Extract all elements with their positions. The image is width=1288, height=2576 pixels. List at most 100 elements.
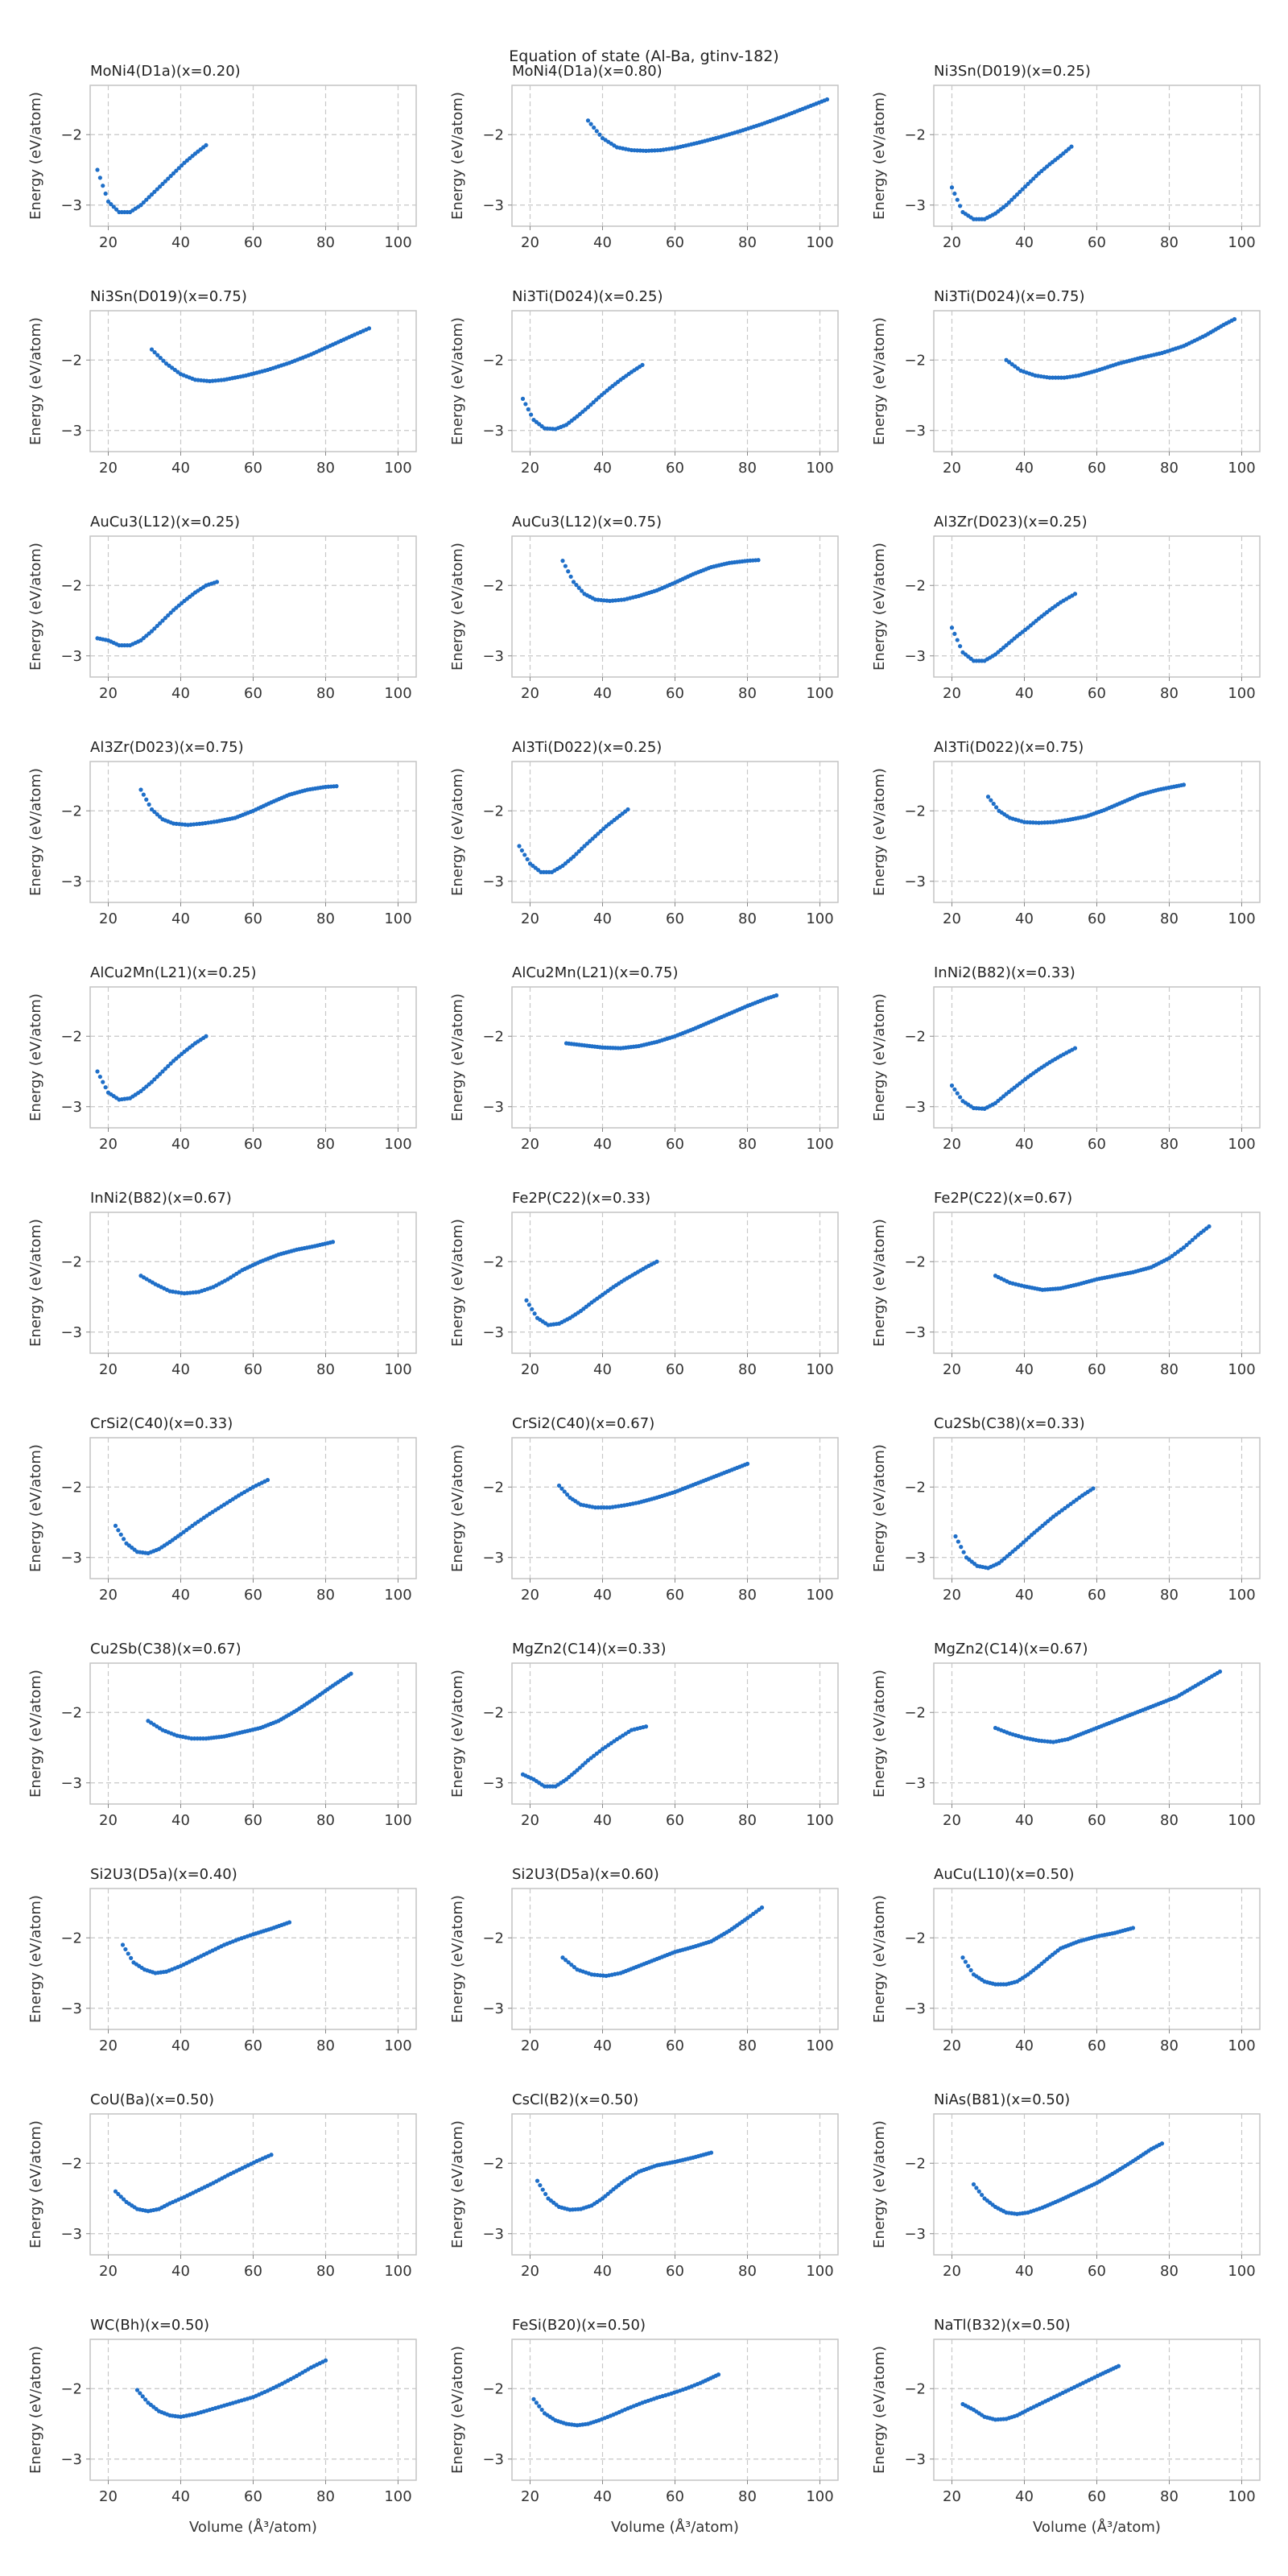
data-point [1175,1249,1180,1254]
x-tick-label: 80 [738,685,757,702]
x-tick-label: 80 [738,1812,757,1829]
x-tick-label: 60 [244,234,262,251]
panel-9: Al3Zr(D023)(x=0.75) 20 40 60 80 100 −3 −2 Energy… [27,739,417,927]
x-tick-label: 60 [1088,1812,1106,1829]
panel-title: Cu2Sb(C38)(x=0.33) [934,1415,1085,1432]
x-tick-label: 40 [593,1361,612,1378]
x-tick-label: 20 [943,685,961,702]
x-tick-label: 40 [171,1136,190,1153]
data-point [181,1530,186,1534]
x-tick-label: 60 [666,2037,684,2054]
data-point [556,1483,562,1488]
x-tick-label: 80 [316,1812,335,1829]
data-point [1074,1497,1079,1502]
data-point [580,588,584,593]
data-point [577,1765,582,1770]
panel-title: AuCu3(L12)(x=0.25) [90,514,240,530]
data-point [155,187,159,192]
x-tick-label: 100 [1228,460,1255,477]
y-tick-label: −2 [60,1253,82,1270]
data-point [175,369,180,374]
y-tick-label: −3 [904,2000,926,2017]
data-point [1012,195,1017,200]
data-point [95,1069,100,1074]
x-tick-label: 60 [1088,460,1106,477]
panel-17: Fe2P(C22)(x=0.67) 20 40 60 80 100 −3 −2 Energy (… [871,1190,1261,1378]
x-tick-label: 100 [806,2488,833,2505]
data-point [118,1532,123,1537]
data-point [1013,364,1018,369]
x-tick-label: 100 [1228,1136,1255,1153]
data-point [113,1523,118,1528]
data-point [116,2191,121,2197]
y-tick-label: −3 [60,197,82,214]
data-point [580,1763,585,1768]
y-axis-label: Energy (eV/atom) [27,317,44,445]
data-point [167,363,171,368]
y-tick-label: −2 [60,803,82,819]
x-tick-label: 100 [806,1587,833,1604]
y-axis-label: Energy (eV/atom) [27,2120,44,2248]
x-tick-label: 20 [521,685,539,702]
x-tick-label: 20 [521,2488,539,2505]
x-tick-label: 20 [943,2488,961,2505]
x-tick-label: 80 [316,2037,335,2054]
data-point [564,1958,568,1963]
x-tick-label: 60 [666,460,684,477]
data-point [576,585,581,590]
data-point [974,2186,979,2190]
x-tick-label: 60 [244,685,262,702]
y-axis-label: Energy (eV/atom) [871,768,888,896]
data-point [958,1095,963,1100]
data-point [568,574,573,579]
panels-grid: MoNi4(D1a)(x=0.20) 20 40 60 80 100 −3 −2 Energy … [27,63,1261,2536]
data-point [180,163,184,168]
y-tick-label: −3 [482,1324,504,1341]
data-point [1166,1256,1172,1261]
panel-title: AuCu(L10)(x=0.50) [934,1866,1075,1883]
panel-title: Si2U3(D5a)(x=0.60) [512,1866,659,1883]
data-point [530,1307,535,1311]
panel-5: Ni3Ti(D024)(x=0.75) 20 40 60 80 100 −3 −2 Energy… [871,288,1261,477]
data-point [1015,366,1020,371]
y-tick-label: −2 [60,1930,82,1946]
data-point [583,1761,588,1765]
data-point [590,836,595,841]
data-point [265,1477,270,1483]
data-point [519,848,524,853]
x-tick-label: 80 [1160,2263,1179,2280]
x-tick-label: 80 [1160,460,1179,477]
x-tick-label: 100 [384,234,411,251]
data-point [163,1067,167,1071]
panel-14: InNi2(B82)(x=0.33) 20 40 60 80 100 −3 −2 Energy … [871,964,1261,1153]
x-tick-label: 20 [521,2037,539,2054]
data-point [539,2407,544,2413]
x-tick-label: 40 [1015,2037,1034,2054]
y-tick-label: −2 [482,126,504,143]
data-point [597,1748,602,1754]
data-point [1184,1243,1189,1248]
x-tick-label: 40 [593,2263,612,2280]
data-point [588,402,593,407]
data-point [952,1087,957,1092]
y-tick-label: −2 [904,126,926,143]
data-point [952,191,957,196]
data-point [149,629,155,634]
x-tick-label: 100 [1228,1361,1255,1378]
data-point [149,347,155,352]
data-point [569,1963,574,1967]
x-tick-label: 20 [521,1136,539,1153]
data-point [140,2394,145,2399]
data-point [147,195,151,200]
y-axis-label: Energy (eV/atom) [449,2120,466,2248]
x-tick-label: 20 [943,1587,961,1604]
data-point [585,118,591,123]
data-point [1047,375,1052,380]
panel-title: MoNi4(D1a)(x=0.80) [512,63,663,80]
data-point [166,176,171,181]
data-point [1071,1500,1076,1505]
data-point [1077,1495,1082,1500]
data-point [111,204,116,209]
data-point [565,1492,570,1497]
y-tick-label: −2 [904,1253,926,1270]
